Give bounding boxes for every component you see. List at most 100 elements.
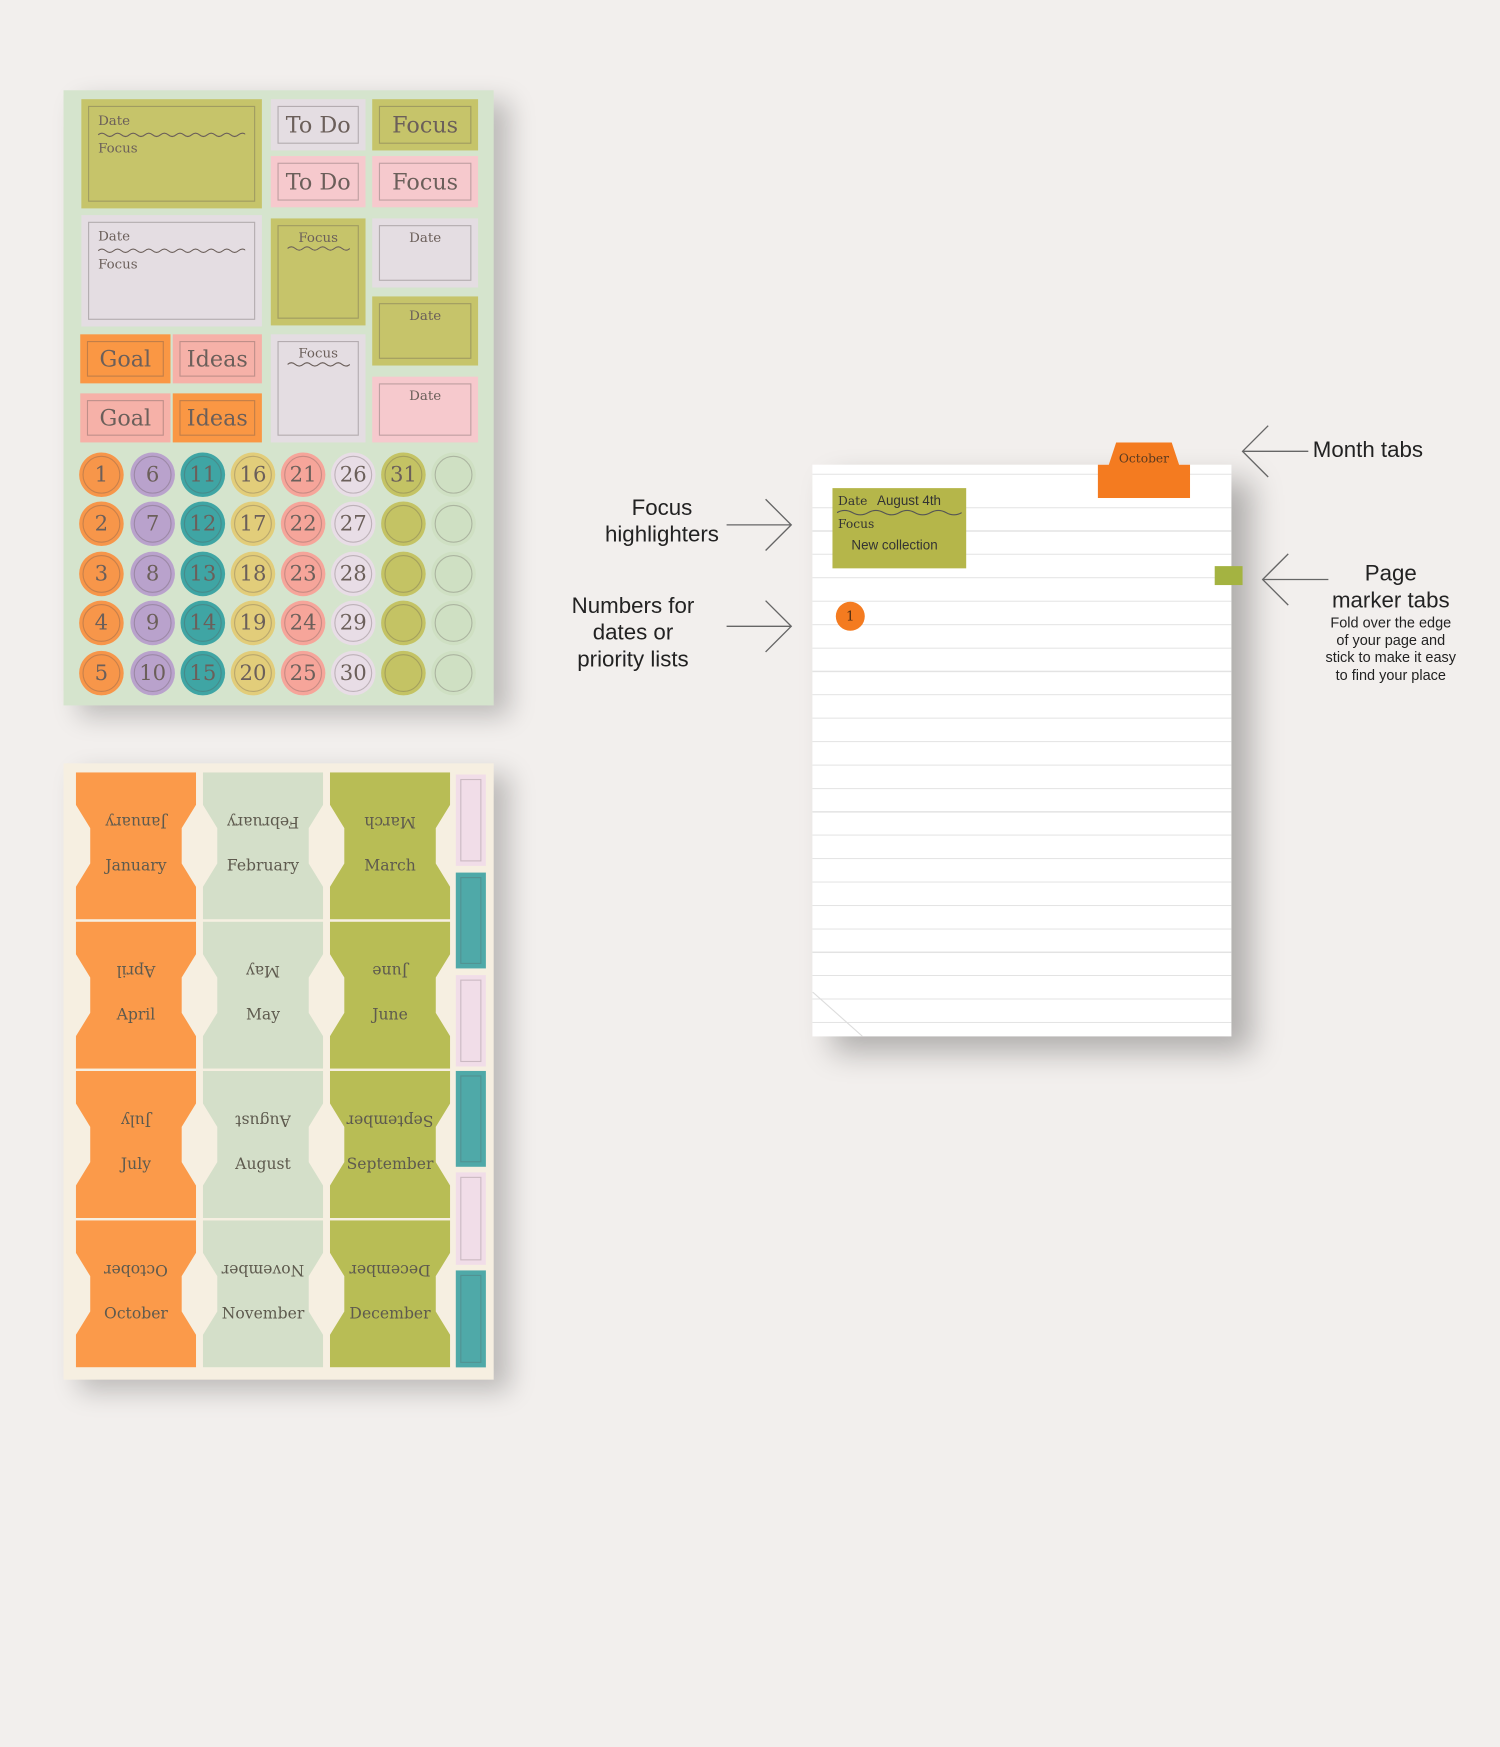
- number-label: 29: [339, 610, 367, 636]
- month-label: December: [349, 1304, 431, 1323]
- number-sticker: 31: [381, 452, 426, 498]
- sticker-goal: Goal: [80, 393, 171, 443]
- number-sticker: 12: [180, 501, 226, 547]
- number-label: 20: [239, 660, 267, 686]
- sticker-date: Date: [372, 376, 479, 443]
- page-corner-fold: [812, 991, 863, 1037]
- number-label: 1: [94, 462, 109, 487]
- number-sticker: 13: [180, 551, 226, 597]
- number-sticker: 26: [330, 452, 376, 498]
- number-sticker: [381, 551, 426, 597]
- sticker-label: Focus: [392, 111, 459, 139]
- number-sticker: 21: [280, 452, 326, 498]
- sticker-date-focus: Date Focus: [81, 215, 262, 327]
- number-sticker: [431, 600, 476, 646]
- month-tab-march: March March: [329, 772, 451, 920]
- month-tab-april: April April: [75, 921, 197, 1069]
- number-label: 13: [189, 561, 217, 587]
- number-label: 18: [239, 561, 267, 587]
- number-label: 6: [145, 462, 160, 487]
- month-tab-sheet: January January February February March March…: [63, 763, 494, 1380]
- month-label-flipped: July: [120, 1111, 152, 1129]
- sticker-label: Focus: [298, 229, 338, 246]
- number-label: 24: [289, 610, 317, 636]
- number-label: 2: [94, 511, 109, 537]
- date-label: Date: [838, 493, 868, 509]
- number-label: 30: [339, 660, 367, 686]
- sticker-label: Focus: [298, 345, 338, 362]
- month-label-flipped: April: [116, 961, 156, 980]
- numbers-label: Numbers for dates or priority lists: [549, 593, 716, 673]
- wavy-line-icon: [98, 248, 246, 253]
- number-label: 22: [289, 511, 317, 537]
- number-sticker: 3: [79, 551, 124, 597]
- number-sticker: 25: [280, 650, 326, 696]
- number-sticker: [431, 452, 476, 498]
- number-label: 25: [289, 660, 317, 686]
- month-tabs-label: Month tabs: [1312, 437, 1424, 463]
- number-sticker: 19: [230, 600, 276, 646]
- month-label: June: [372, 1006, 408, 1025]
- focus-highlighters-label: Focus highlighters: [584, 495, 740, 548]
- month-label: September: [346, 1155, 434, 1174]
- month-label-flipped: February: [226, 812, 300, 831]
- number-sticker: [431, 551, 476, 597]
- sticker-label: Date: [409, 229, 442, 246]
- number-label: 14: [189, 610, 217, 636]
- label-line: dates or: [592, 620, 674, 646]
- number-sticker: 23: [280, 551, 326, 597]
- focus-value: New collection: [851, 537, 938, 553]
- month-label: May: [245, 1006, 281, 1025]
- number-label: 15: [189, 660, 217, 686]
- focus-label: Focus: [838, 517, 875, 532]
- sticker-label: Goal: [99, 404, 152, 432]
- month-tab-september: September September: [329, 1070, 451, 1219]
- number-label: 3: [94, 561, 109, 587]
- sticker-label: Focus: [98, 140, 138, 157]
- label-line: Page: [1364, 561, 1417, 587]
- number-sticker: 27: [330, 501, 376, 547]
- sticker-label: Date: [409, 307, 442, 324]
- number-label: 27: [339, 511, 367, 537]
- desc-line: of your page and: [1336, 631, 1446, 649]
- number-label: 8: [145, 561, 160, 587]
- number-sticker: 8: [130, 551, 175, 597]
- number-sticker: 1: [835, 601, 865, 631]
- month-label-flipped: November: [221, 1260, 305, 1279]
- sticker-label: Goal: [99, 345, 152, 373]
- sticker-label: Focus: [98, 256, 138, 272]
- month-tab-may: May May: [202, 921, 324, 1069]
- number-label: 7: [145, 511, 160, 537]
- page-marker-strip: [455, 774, 486, 866]
- number-sticker: 30: [330, 650, 376, 696]
- desc-line: Fold over the edge: [1330, 614, 1452, 631]
- sticker-date: Date: [372, 296, 479, 366]
- number-sticker: [381, 650, 426, 696]
- month-label: March: [364, 856, 416, 875]
- arrow-left-icon: [1241, 425, 1309, 478]
- sticker-label: To Do: [285, 111, 351, 139]
- sticker-focus: Focus: [270, 334, 366, 443]
- date-value: August 4th: [877, 492, 941, 509]
- month-tab-october: October: [1097, 442, 1191, 499]
- label-line: Numbers for: [571, 593, 695, 619]
- month-label: February: [226, 856, 300, 875]
- number-sticker: [431, 650, 476, 696]
- sticker-label: Date: [98, 112, 131, 129]
- number-sticker: 9: [130, 600, 175, 646]
- number-sticker: 14: [180, 600, 226, 646]
- month-tab-february: February February: [202, 772, 324, 920]
- page-marker-strip: [455, 872, 486, 969]
- month-label-flipped: January: [105, 812, 167, 831]
- page-marker-tab: [1214, 566, 1243, 586]
- desc-line: to find your place: [1335, 665, 1446, 683]
- sticker-focus: Focus: [270, 218, 366, 326]
- month-label: July: [120, 1155, 152, 1174]
- number-sticker: 18: [230, 551, 276, 597]
- month-label-flipped: October: [104, 1260, 168, 1279]
- number-label: 31: [389, 462, 417, 487]
- arrow-right-icon: [726, 600, 793, 653]
- page-marker-strip: [455, 1070, 486, 1167]
- label-line: Focus: [631, 495, 693, 521]
